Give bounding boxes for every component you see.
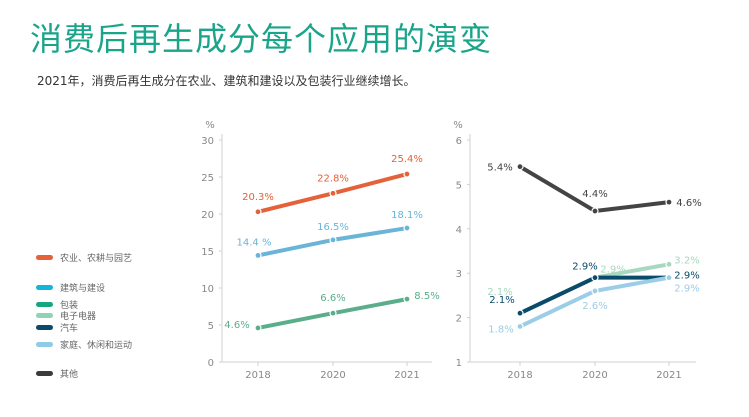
data-point [665,274,673,282]
legend-label: 其他 [60,370,79,380]
data-label: 6.6% [320,293,345,304]
data-label: 4.6% [224,320,249,331]
y-tick-label: 0 [208,358,214,369]
chart-title: 消费后再生成分每个应用的演变 [30,20,493,58]
data-label: 2.6% [582,301,607,312]
legend-item-household: 家庭、休闲和运动 [36,338,132,351]
data-point [591,287,599,295]
x-tick-label: 2020 [320,370,345,381]
y-tick-label: 20 [201,210,214,221]
y-tick-label: 10 [201,284,214,295]
data-point [403,170,411,178]
data-label: 1.8% [488,324,513,335]
y-tick-label: 6 [456,136,462,147]
data-label: 22.8% [317,173,349,184]
data-label: 2.9% [674,284,699,295]
x-tick-label: 2018 [245,370,270,381]
y-axis-label: % [205,120,215,131]
legend-swatch [36,371,53,376]
y-tick-label: 5 [456,180,462,191]
data-label: 16.5% [317,222,349,233]
data-point [329,189,337,197]
x-tick-label: 2021 [394,370,419,381]
legend-item-automotive: 汽车 [36,321,78,334]
data-label: 3.2% [674,255,699,266]
y-tick-label: 1 [456,358,462,369]
legend-item-agriculture: 农业、农耕与园艺 [36,251,132,264]
data-label: 4.6% [676,198,701,209]
legend-item-other: 其他 [36,367,78,380]
legend-label: 家庭、休闲和运动 [60,341,133,351]
data-point [591,207,599,215]
y-tick-label: 2 [456,314,462,325]
legend-label: 汽车 [60,324,79,334]
y-tick-label: 4 [456,225,462,236]
data-label: 2.9% [572,262,597,273]
legend-swatch [36,255,53,260]
legend-swatch [36,302,53,307]
legend-item-electronics: 电子电器 [36,309,96,322]
data-label: 2.1% [489,295,514,306]
legend-item-construction: 建筑与建设 [36,281,105,294]
legend-label: 电子电器 [60,312,97,322]
data-point [516,163,524,171]
data-label: 20.3% [242,192,274,203]
legend-label: 建筑与建设 [60,284,106,294]
data-point [254,208,262,216]
data-label: 2.9% [600,265,625,276]
y-axis-label: % [453,120,463,131]
data-point [329,309,337,317]
data-label: 18.1% [391,210,423,221]
data-point [254,324,262,332]
x-tick-label: 2018 [507,370,532,381]
data-label: 8.5% [414,291,439,302]
data-label: 4.4% [582,189,607,200]
data-point [403,295,411,303]
data-point [254,251,262,260]
data-point [329,236,337,244]
data-point [516,309,524,317]
data-point [591,274,599,282]
data-point [665,198,673,206]
data-label: 2.9% [674,271,699,282]
chart-subtitle: 2021年，消费后再生成分在农业、建筑和建设以及包装行业继续增长。 [37,74,416,88]
y-tick-label: 3 [456,269,462,280]
legend: 农业、农耕与园艺 建筑与建设 包装 电子电器 汽车 家庭、休闲和运动 其他 [36,0,206,417]
x-tick-label: 2021 [656,370,681,381]
legend-label: 农业、农耕与园艺 [60,254,133,264]
y-tick-label: 25 [201,173,214,184]
data-point [516,322,524,331]
y-tick-label: 15 [201,247,214,258]
data-point [403,224,411,232]
data-label: 2.1% [487,287,512,298]
data-label: 14.4 % [237,237,272,248]
data-point [665,260,673,268]
data-label: 25.4% [391,154,423,165]
y-tick-label: 5 [208,321,214,332]
legend-label: 包装 [60,301,79,311]
legend-swatch [36,285,53,290]
x-tick-label: 2020 [582,370,607,381]
y-tick-label: 30 [201,136,214,147]
legend-swatch [36,313,53,318]
legend-swatch [36,325,53,330]
legend-item-packaging: 包装 [36,298,78,311]
legend-swatch [36,342,53,347]
data-label: 5.4% [487,163,512,174]
